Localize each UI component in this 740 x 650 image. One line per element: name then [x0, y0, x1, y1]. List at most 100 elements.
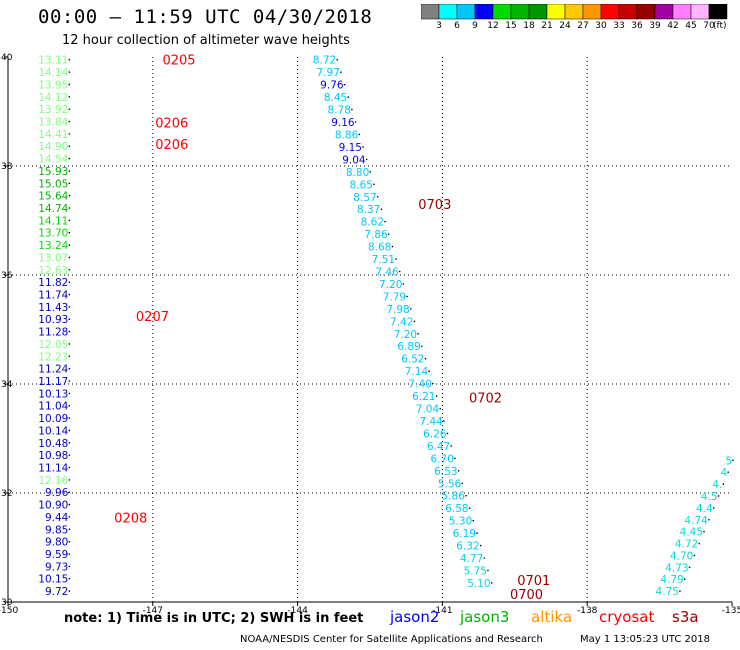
measurement-point	[409, 308, 412, 310]
measurement-point	[358, 133, 361, 136]
measurement-point	[68, 491, 71, 494]
longitude-tick-label: -144	[287, 606, 308, 616]
wave-height-label: 7.40	[408, 379, 431, 391]
longitude-tick-label: -141	[432, 606, 452, 616]
measurement-point	[420, 345, 423, 348]
measurement-point	[683, 578, 686, 581]
wave-height-label: 9.16	[331, 117, 355, 129]
colorbar-label: 18	[523, 21, 535, 31]
measurement-point	[428, 370, 430, 372]
wave-height-label: 5.10	[467, 578, 490, 590]
wave-height-label: 14.41	[38, 129, 68, 141]
measurement-point	[68, 145, 71, 148]
wave-height-label: 8.86	[335, 129, 359, 141]
measurement-point	[432, 382, 434, 385]
time-label: 0206	[155, 116, 188, 131]
wave-height-label: 14.11	[38, 215, 68, 227]
measurement-point	[68, 540, 71, 543]
measurement-point	[413, 320, 416, 323]
measurement-point	[472, 519, 475, 522]
measurement-point	[461, 482, 464, 485]
time-label: 0208	[114, 512, 147, 527]
measurement-point	[384, 220, 386, 223]
wave-height-label: 9.73	[45, 561, 68, 573]
wave-height-label: 5.30	[449, 516, 472, 528]
measurement-point	[68, 95, 71, 98]
measurement-point	[68, 392, 71, 395]
measurement-point	[717, 495, 720, 497]
wave-height-label: 13.92	[38, 104, 68, 116]
wave-height-label: 11.28	[38, 327, 68, 339]
wave-height-label: 9.85	[45, 524, 68, 536]
colorbar-label: 36	[631, 21, 643, 31]
wave-height-label: 6.53	[434, 466, 457, 478]
measurement-point	[68, 367, 71, 370]
wave-height-label: 4.70	[670, 550, 693, 562]
measurement-point	[68, 207, 71, 209]
wave-height-label: 4.	[712, 479, 722, 491]
time-label: 0207	[136, 310, 169, 325]
measurement-point	[406, 295, 408, 298]
measurement-point	[708, 518, 710, 521]
wave-height-label: 13.84	[38, 117, 68, 129]
colorbar-label: 33	[613, 21, 625, 31]
measurement-point	[68, 516, 71, 518]
measurement-point	[68, 231, 71, 234]
measurement-point	[454, 457, 456, 460]
wave-height-label: 10.09	[38, 413, 68, 425]
latitude-tick-label: 40	[1, 53, 13, 63]
wave-height-label: 7.98	[386, 304, 409, 316]
measurement-point	[347, 96, 350, 98]
wave-height-label: 4.5	[701, 491, 718, 503]
measurement-point	[402, 283, 405, 285]
measurement-point	[68, 256, 71, 259]
wave-height-label: 12.05	[38, 339, 68, 351]
wave-height-label: 9.76	[320, 80, 344, 92]
measurement-point	[68, 590, 71, 592]
wave-height-label: 6.19	[453, 528, 476, 540]
wave-height-label: 4.74	[684, 515, 708, 527]
measurement-point	[68, 479, 71, 481]
wave-height-label: 10.15	[38, 574, 68, 586]
wave-height-label: 9.80	[45, 537, 68, 549]
measurement-point	[727, 471, 729, 473]
wave-height-label: 4.79	[660, 574, 683, 586]
wave-height-label: 13.24	[38, 240, 68, 252]
measurement-point	[343, 83, 346, 86]
measurement-point	[703, 530, 705, 533]
wave-height-label: 14.74	[38, 203, 68, 215]
wave-height-label: 10.13	[38, 388, 68, 400]
measurement-point	[68, 244, 71, 246]
measurement-point	[373, 183, 375, 186]
latitude-tick-label: 32	[1, 489, 12, 499]
longitude-tick-label: -138	[577, 606, 598, 616]
wave-height-label: 6.52	[401, 354, 424, 366]
measurement-point	[68, 355, 71, 358]
wave-height-label: 11.14	[38, 463, 68, 475]
wave-height-label: 13.95	[38, 79, 68, 91]
wave-height-label: 10.14	[38, 425, 68, 437]
measurement-point	[391, 245, 394, 248]
wave-height-label: 15.05	[38, 178, 68, 190]
measurement-point	[351, 108, 353, 111]
colorbar-label: 24	[559, 21, 571, 31]
measurement-point	[68, 343, 71, 345]
measurement-point	[490, 582, 493, 584]
wave-height-label: 8.65	[350, 179, 373, 191]
wave-height-label: 5.56	[438, 478, 462, 490]
wave-height-label: 13.70	[38, 228, 68, 240]
measurement-point	[68, 553, 71, 555]
wave-height-label: 9.04	[342, 154, 366, 166]
wave-height-label: 5.75	[464, 565, 487, 577]
colorbar-swatch	[708, 4, 728, 20]
time-label: 0703	[418, 198, 451, 213]
time-label: 0702	[469, 392, 502, 407]
measurement-point	[68, 293, 71, 296]
measurement-point	[68, 58, 71, 61]
measurement-point	[68, 194, 71, 197]
time-label: 0205	[162, 54, 195, 69]
measurement-point	[387, 233, 390, 235]
wave-height-label: 12.23	[38, 351, 68, 363]
wave-height-label: 15.93	[38, 166, 68, 178]
